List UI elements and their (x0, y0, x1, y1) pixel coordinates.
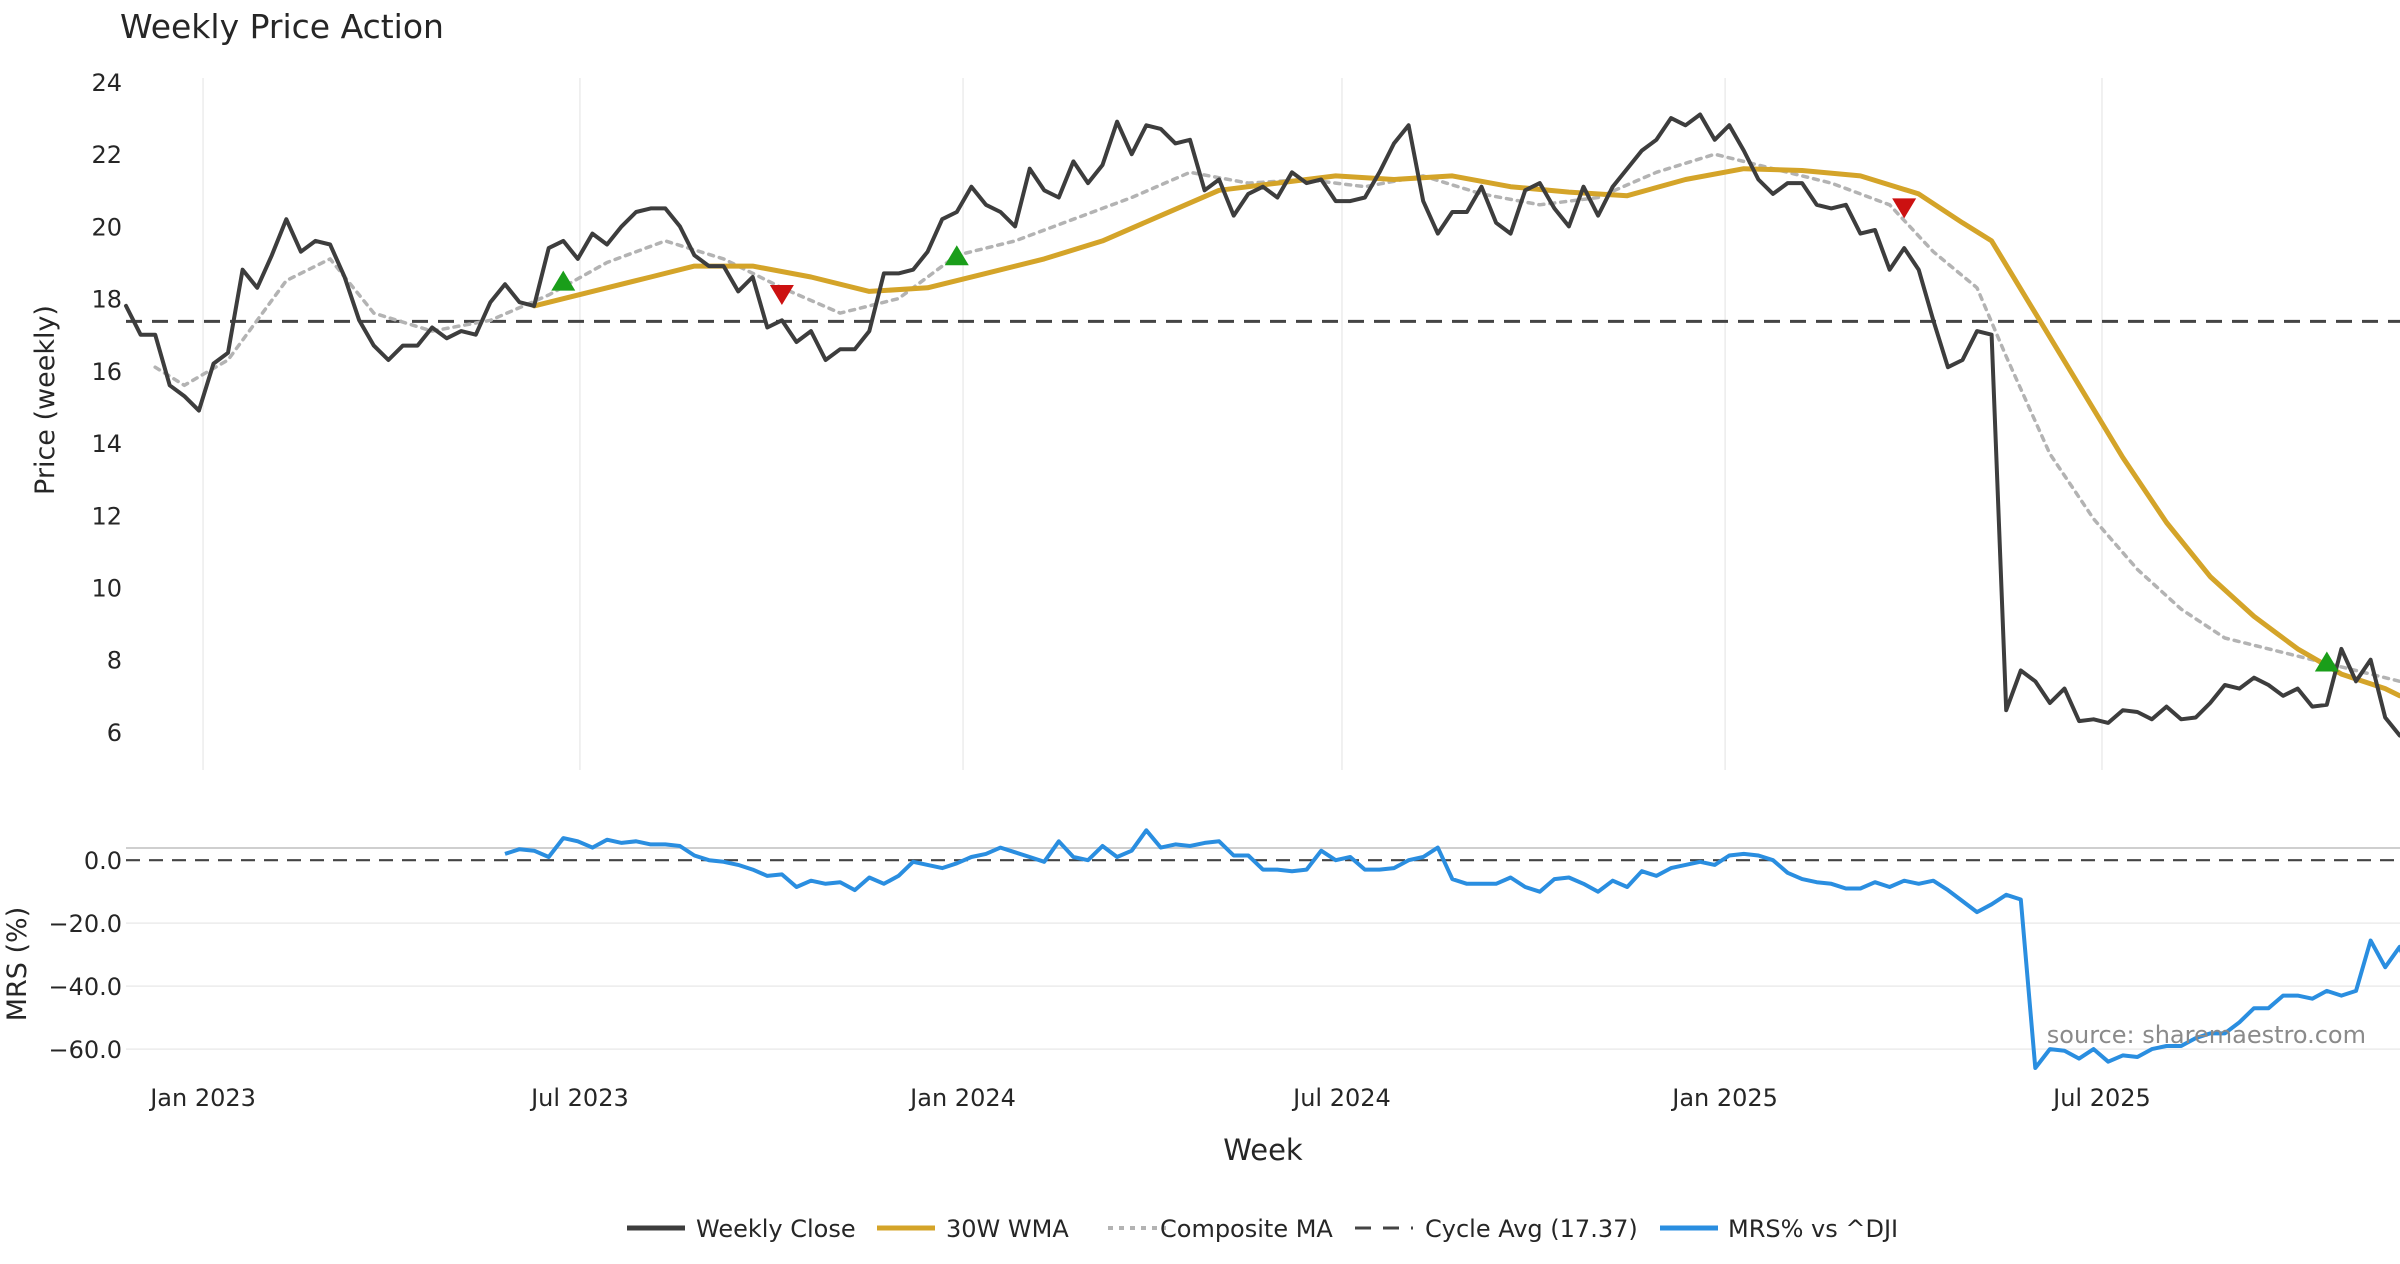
mrs-y-axis-label: MRS (%) (2, 907, 33, 1022)
wma-30w-line (531, 166, 2400, 699)
x-ticks: Jan 2023 Jul 2023 Jan 2024 Jul 2024 Jan 2025… (148, 1084, 2151, 1112)
price-y-tick-label: 10 (91, 574, 122, 602)
chart-title: Weekly Price Action (120, 7, 444, 46)
legend-label: Cycle Avg (17.37) (1425, 1215, 1638, 1243)
sell-signal-marker (1892, 198, 1917, 219)
reference-lines (126, 319, 2400, 862)
price-y-tick-label: 20 (91, 213, 122, 241)
price-y-tick-label: 18 (91, 286, 122, 314)
legend: Weekly Close 30W WMA Composite MA Cycle Avg… (627, 1215, 1898, 1243)
legend-label: Composite MA (1160, 1215, 1333, 1243)
mrs-series (504, 828, 2400, 1070)
x-tick-label: Jul 2023 (529, 1084, 629, 1112)
price-y-tick-label: 6 (107, 719, 122, 747)
price-series (124, 112, 2400, 738)
weekly-close-line (124, 112, 2400, 738)
sell-signal-marker (769, 285, 794, 306)
buy-signal-marker (551, 270, 576, 291)
source-label: source: sharemaestro.com (2047, 1021, 2366, 1049)
legend-label: Weekly Close (696, 1215, 856, 1243)
price-grid (202, 78, 2103, 770)
mrs-y-ticks: 0.0 −20.0 −40.0 −60.0 (48, 847, 122, 1064)
legend-label: 30W WMA (946, 1215, 1069, 1243)
x-tick-label: Jul 2024 (1291, 1084, 1391, 1112)
x-tick-label: Jul 2025 (2051, 1084, 2151, 1112)
mrs-y-tick-label: 0.0 (84, 847, 122, 875)
x-tick-label: Jan 2025 (1670, 1084, 1778, 1112)
price-y-tick-label: 12 (91, 502, 122, 530)
x-tick-label: Jan 2024 (908, 1084, 1016, 1112)
price-y-tick-label: 24 (91, 69, 122, 97)
x-axis-label: Week (1223, 1133, 1303, 1167)
legend-label: MRS% vs ^DJI (1728, 1215, 1898, 1243)
price-y-axis-label: Price (weekly) (30, 305, 61, 495)
buy-signal-marker (944, 245, 969, 266)
x-tick-label: Jan 2023 (148, 1084, 256, 1112)
price-y-tick-label: 22 (91, 141, 122, 169)
price-y-tick-label: 8 (107, 647, 122, 675)
price-y-tick-label: 16 (91, 358, 122, 386)
price-y-tick-label: 14 (91, 430, 122, 458)
mrs-y-tick-label: −20.0 (48, 910, 122, 938)
signal-markers (551, 198, 2339, 672)
mrs-y-tick-label: −40.0 (48, 973, 122, 1001)
price-y-ticks: 6 8 10 12 14 16 18 20 22 24 (91, 69, 122, 747)
buy-signal-marker (2314, 651, 2339, 672)
mrs-line (504, 828, 2400, 1070)
mrs-y-tick-label: −60.0 (48, 1036, 122, 1064)
